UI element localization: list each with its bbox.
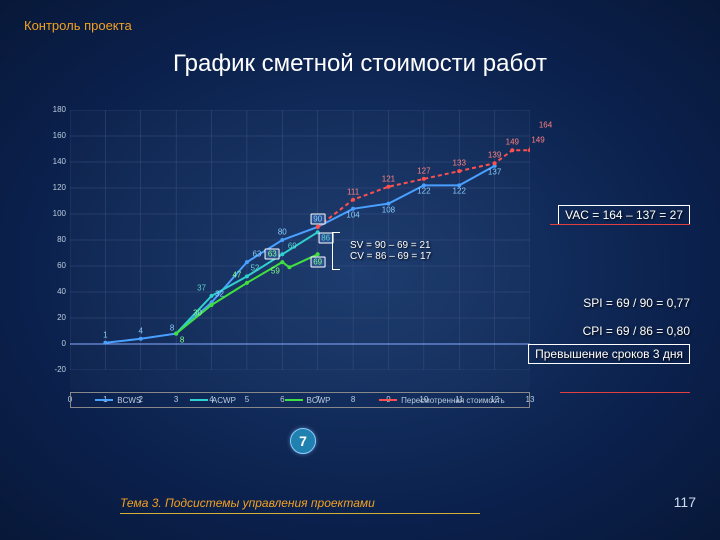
page-number: 117 [674, 494, 696, 510]
chart-area: -200204060801001201401601800123456789101… [70, 110, 530, 390]
step-badge: 7 [290, 428, 316, 454]
footer-divider [120, 513, 480, 514]
vac-formula: VAC = 164 – 137 = 27 [558, 205, 690, 225]
legend-item: ACWP [190, 396, 236, 405]
cpi-formula: CPI = 69 / 86 = 0,80 [583, 324, 690, 338]
legend-item: Пересмотренная стоимость [379, 396, 505, 405]
cv-formula: CV = 86 – 69 = 17 [350, 251, 431, 262]
vac-underline [550, 224, 690, 225]
overrun-text: Превышение сроков 3 дня [528, 344, 690, 364]
page-title: График сметной стоимости работ [0, 50, 720, 78]
sv-cv-annotation: SV = 90 – 69 = 21 CV = 86 – 69 = 17 [350, 240, 431, 262]
chart-legend: BCWS ACWP BCWP Пересмотренная стоимость [70, 392, 530, 408]
footer-text: Тема 3. Подсистемы управления проектами [120, 496, 375, 510]
legend-item: BCWP [285, 396, 331, 405]
sv-formula: SV = 90 – 69 = 21 [350, 240, 431, 251]
legend-item: BCWS [95, 396, 141, 405]
overrun-box: Превышение сроков 3 дня [528, 344, 690, 364]
divider-red [560, 392, 690, 393]
spi-line: SPI = 69 / 90 = 0,77 [583, 290, 690, 316]
footer: Тема 3. Подсистемы управления проектами … [0, 478, 720, 518]
bracket-icon [332, 232, 340, 270]
vac-box: VAC = 164 – 137 = 27 [558, 205, 690, 225]
cpi-line: CPI = 69 / 86 = 0,80 [583, 318, 690, 344]
spi-formula: SPI = 69 / 90 = 0,77 [583, 296, 690, 310]
breadcrumb: Контроль проекта [24, 18, 132, 33]
